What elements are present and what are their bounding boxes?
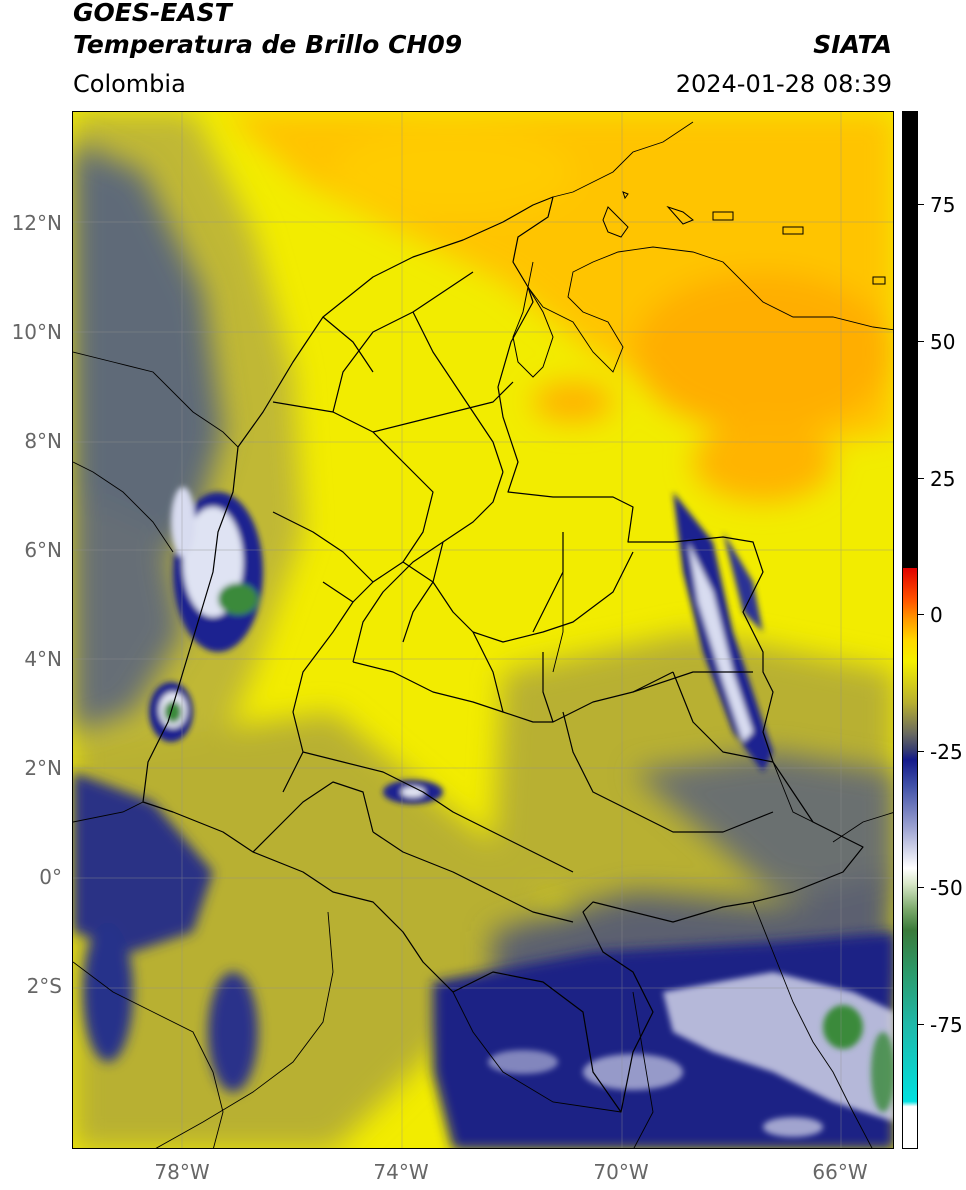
map-panel [72,111,894,1149]
colorbar-label-50: 50 [930,330,956,354]
colorbar-tick-75 [918,204,924,205]
lon-label-70w: 70°W [593,1160,649,1184]
colorbar-label-75: 75 [930,193,956,217]
colorbar-label-25: 25 [930,467,956,491]
colorbar-tick-minus75 [918,1024,924,1025]
title-satellite: GOES-EAST [73,0,232,27]
lat-label-4n: 4°N [24,647,62,671]
brightness-temperature-map [73,112,893,1148]
lat-label-6n: 6°N [24,538,62,562]
title-product: Temperatura de Brillo CH09 [73,30,463,59]
subtitle-datetime: 2024-01-28 08:39 [675,70,892,98]
lat-label-2n: 2°N [24,756,62,780]
lon-label-66w: 66°W [812,1160,868,1184]
lat-label-12n: 12°N [11,211,62,235]
colorbar-label-minus50: -50 [930,876,963,900]
lon-label-74w: 74°W [373,1160,429,1184]
colorbar-tick-minus25 [918,751,924,752]
colorbar-tick-minus50 [918,887,924,888]
colorbar-tick-0 [918,614,924,615]
lat-label-0: 0° [39,865,62,889]
lat-label-8n: 8°N [24,429,62,453]
lat-label-10n: 10°N [11,320,62,344]
lat-label-2s: 2°S [26,974,62,998]
colorbar-label-minus25: -25 [930,740,963,764]
colorbar-tick-50 [918,341,924,342]
colorbar-label-0: 0 [930,603,943,627]
title-organization: SIATA [813,30,892,59]
temperature-colorbar [902,111,918,1149]
colorbar-label-minus75: -75 [930,1013,963,1037]
colorbar-tick-25 [918,478,924,479]
subtitle-region: Colombia [73,70,186,98]
lon-label-78w: 78°W [154,1160,210,1184]
